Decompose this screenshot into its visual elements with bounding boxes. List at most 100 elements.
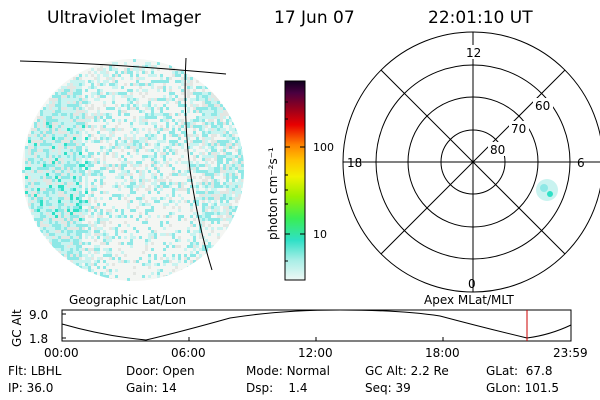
speckle-pixel — [196, 203, 199, 206]
speckle-pixel — [172, 149, 175, 152]
speckle-pixel — [205, 140, 208, 143]
speckle-pixel — [76, 200, 79, 203]
speckle-pixel — [58, 194, 61, 197]
speckle-pixel — [196, 257, 199, 260]
speckle-pixel — [82, 266, 85, 269]
speckle-pixel — [64, 131, 67, 134]
speckle-pixel — [49, 149, 52, 152]
speckle-pixel — [118, 194, 121, 197]
speckle-pixel — [160, 152, 163, 155]
speckle-pixel — [55, 197, 58, 200]
speckle-pixel — [94, 233, 97, 236]
speckle-pixel — [58, 239, 61, 242]
speckle-pixel — [142, 122, 145, 125]
speckle-pixel — [76, 80, 79, 83]
speckle-pixel — [52, 173, 55, 176]
speckle-pixel — [193, 134, 196, 137]
speckle-pixel — [91, 155, 94, 158]
speckle-pixel — [205, 197, 208, 200]
speckle-pixel — [73, 242, 76, 245]
speckle-pixel — [31, 194, 34, 197]
speckle-pixel — [130, 122, 133, 125]
speckle-pixel — [211, 107, 214, 110]
speckle-pixel — [76, 155, 79, 158]
speckle-pixel — [133, 134, 136, 137]
speckle-pixel — [31, 206, 34, 209]
speckle-pixel — [145, 107, 148, 110]
speckle-pixel — [208, 107, 211, 110]
speckle-pixel — [127, 107, 130, 110]
speckle-pixel — [160, 128, 163, 131]
speckle-pixel — [169, 89, 172, 92]
speckle-pixel — [124, 161, 127, 164]
speckle-pixel — [133, 164, 136, 167]
speckle-pixel — [202, 107, 205, 110]
speckle-pixel — [130, 89, 133, 92]
speckle-pixel — [70, 227, 73, 230]
speckle-pixel — [238, 167, 241, 170]
speckle-pixel — [46, 122, 49, 125]
speckle-pixel — [58, 179, 61, 182]
speckle-pixel — [34, 191, 37, 194]
speckle-pixel — [175, 122, 178, 125]
speckle-pixel — [193, 149, 196, 152]
speckle-pixel — [169, 149, 172, 152]
speckle-pixel — [202, 170, 205, 173]
speckle-pixel — [178, 254, 181, 257]
speckle-pixel — [238, 143, 241, 146]
speckle-pixel — [73, 263, 76, 266]
speckle-pixel — [121, 110, 124, 113]
speckle-pixel — [67, 92, 70, 95]
speckle-pixel — [205, 215, 208, 218]
speckle-pixel — [85, 140, 88, 143]
speckle-pixel — [64, 224, 67, 227]
speckle-pixel — [121, 212, 124, 215]
speckle-pixel — [112, 194, 115, 197]
speckle-pixel — [46, 185, 49, 188]
speckle-pixel — [37, 203, 40, 206]
speckle-pixel — [82, 113, 85, 116]
speckle-pixel — [130, 140, 133, 143]
speckle-pixel — [118, 215, 121, 218]
speckle-pixel — [205, 194, 208, 197]
speckle-pixel — [202, 119, 205, 122]
speckle-pixel — [238, 182, 241, 185]
speckle-pixel — [55, 230, 58, 233]
speckle-pixel — [148, 227, 151, 230]
speckle-pixel — [61, 170, 64, 173]
speckle-pixel — [130, 200, 133, 203]
speckle-pixel — [229, 152, 232, 155]
speckle-pixel — [205, 116, 208, 119]
speckle-pixel — [58, 248, 61, 251]
speckle-pixel — [148, 179, 151, 182]
speckle-pixel — [76, 152, 79, 155]
speckle-pixel — [130, 188, 133, 191]
speckle-pixel — [79, 110, 82, 113]
speckle-pixel — [34, 122, 37, 125]
speckle-pixel — [208, 212, 211, 215]
speckle-pixel — [196, 230, 199, 233]
speckle-pixel — [43, 149, 46, 152]
speckle-pixel — [79, 164, 82, 167]
speckle-pixel — [112, 131, 115, 134]
speckle-pixel — [58, 95, 61, 98]
speckle-pixel — [217, 107, 220, 110]
speckle-pixel — [220, 113, 223, 116]
speckle-pixel — [160, 119, 163, 122]
speckle-pixel — [238, 197, 241, 200]
speckle-pixel — [43, 122, 46, 125]
speckle-pixel — [49, 152, 52, 155]
speckle-pixel — [64, 200, 67, 203]
speckle-pixel — [58, 98, 61, 101]
speckle-pixel — [172, 254, 175, 257]
speckle-pixel — [223, 185, 226, 188]
speckle-pixel — [109, 251, 112, 254]
speckle-pixel — [157, 131, 160, 134]
speckle-pixel — [70, 167, 73, 170]
speckle-pixel — [88, 215, 91, 218]
speckle-pixel — [28, 158, 31, 161]
speckle-pixel — [52, 215, 55, 218]
speckle-pixel — [43, 194, 46, 197]
speckle-pixel — [43, 143, 46, 146]
speckle-pixel — [169, 77, 172, 80]
